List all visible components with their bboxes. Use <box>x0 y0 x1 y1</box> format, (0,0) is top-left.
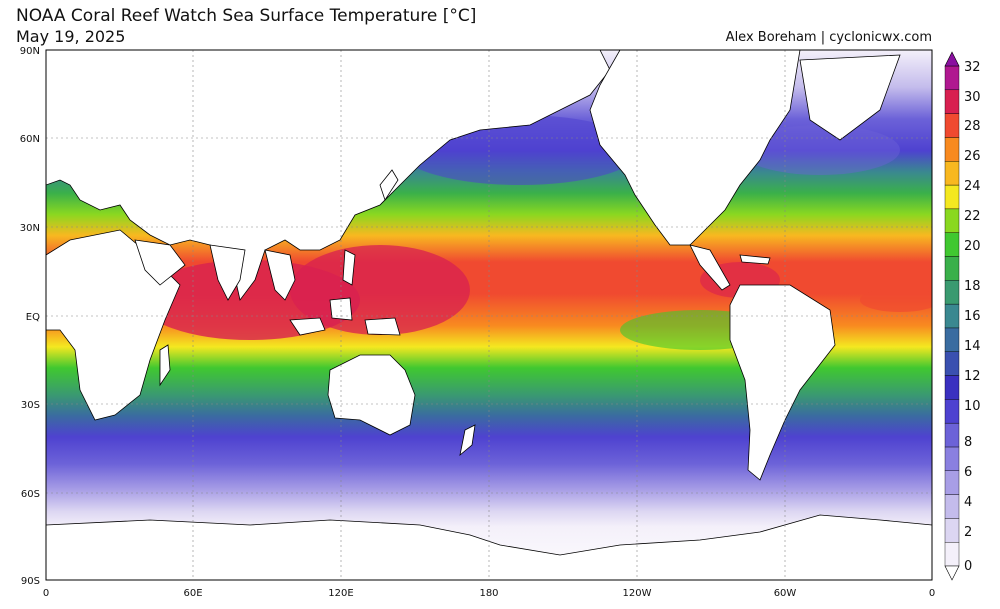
colorbar-swatch <box>944 351 960 376</box>
lat-label: 90N <box>20 46 40 57</box>
colorbar-tick-label: 22 <box>964 209 981 224</box>
lat-label: EQ <box>26 312 40 323</box>
colorbar-tick-label: 24 <box>964 179 981 194</box>
colorbar-bottom-arrow <box>944 565 960 581</box>
credit-text: Alex Boreham | cyclonicwx.com <box>725 30 932 45</box>
lon-label: 0 <box>43 588 49 599</box>
colorbar-swatch <box>944 137 960 162</box>
lon-label: 120W <box>623 588 652 599</box>
colorbar-swatch <box>944 375 960 400</box>
colorbar-tick-label: 18 <box>964 279 981 294</box>
lat-label: 60S <box>21 489 40 500</box>
colorbar-swatch <box>944 303 960 329</box>
colorbar-swatch <box>944 184 960 210</box>
colorbar-top-arrow <box>944 51 960 67</box>
lat-label: 30S <box>21 400 40 411</box>
colorbar-swatch <box>944 518 960 543</box>
map-date: May 19, 2025 <box>16 27 126 46</box>
colorbar-swatch <box>944 232 960 257</box>
colorbar-tick-label: 14 <box>964 339 981 354</box>
colorbar-swatch <box>944 89 960 114</box>
colorbar-tick-label: 10 <box>964 399 981 414</box>
colorbar-tick-label: 30 <box>964 90 981 105</box>
colorbar-tick-label: 26 <box>964 149 981 164</box>
colorbar-swatch <box>944 208 960 233</box>
colorbar-swatch <box>944 494 960 519</box>
colorbar-tick-label: 6 <box>964 465 972 480</box>
lon-label: 60E <box>183 588 202 599</box>
lon-label: 180 <box>479 588 498 599</box>
lat-axis: 90N 60N 30N EQ 30S 60S 90S <box>20 46 40 587</box>
colorbar-tick-label: 16 <box>964 309 981 324</box>
map-title: NOAA Coral Reef Watch Sea Surface Temper… <box>16 6 477 26</box>
colorbar-swatch <box>944 399 960 424</box>
lon-label: 120E <box>328 588 353 599</box>
lon-label: 0 <box>929 588 935 599</box>
colorbar-tick-label: 0 <box>964 559 972 574</box>
colorbar-swatch <box>944 422 960 448</box>
lon-axis: 0 60E 120E 180 120W 60W 0 <box>43 588 935 599</box>
colorbar-tick-label: 28 <box>964 119 981 134</box>
colorbar-swatch <box>944 541 960 567</box>
lat-label: 90S <box>21 576 40 587</box>
lon-label: 60W <box>774 588 797 599</box>
colorbar-swatch <box>944 161 960 186</box>
colorbar-ticks: 32 30 28 26 24 22 20 18 16 14 12 10 8 6 … <box>964 60 981 574</box>
colorbar-swatch <box>944 65 960 91</box>
colorbar-tick-label: 4 <box>964 495 972 510</box>
lat-label: 30N <box>20 223 40 234</box>
lat-label: 60N <box>20 134 40 145</box>
colorbar-swatch <box>944 113 960 138</box>
colorbar-tick-label: 32 <box>964 60 981 75</box>
colorbar-tick-label: 20 <box>964 239 981 254</box>
colorbar-swatch <box>944 470 960 495</box>
graticule <box>46 50 932 580</box>
sst-field <box>46 50 932 580</box>
colorbar <box>944 51 960 581</box>
colorbar-swatch <box>944 446 960 471</box>
colorbar-tick-label: 8 <box>964 435 972 450</box>
colorbar-swatch <box>944 327 960 352</box>
map-frame <box>45 49 933 581</box>
colorbar-tick-label: 12 <box>964 369 981 384</box>
colorbar-tick-label: 2 <box>964 525 972 540</box>
land-masses <box>46 50 932 580</box>
colorbar-swatch <box>944 256 960 281</box>
colorbar-swatch <box>944 280 960 305</box>
